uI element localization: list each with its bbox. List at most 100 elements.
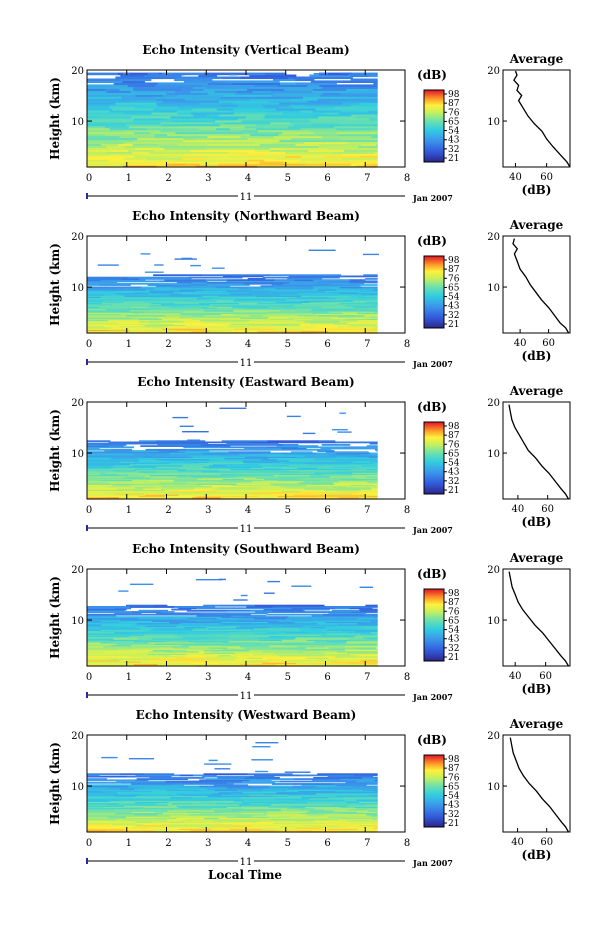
heatmap-cell xyxy=(164,650,200,653)
heatmap-cell xyxy=(151,821,170,823)
heatmap-cell xyxy=(250,490,283,493)
heatmap-cell xyxy=(288,491,340,494)
heatmap-cell xyxy=(248,297,289,300)
heatmap-cell xyxy=(200,812,242,815)
heatmap-cell xyxy=(184,153,235,156)
heatmap-cell xyxy=(87,279,102,281)
colorbar-segment xyxy=(424,472,444,475)
heatmap-cell xyxy=(191,318,221,321)
heatmap-cell xyxy=(173,606,216,608)
heatmap-cell xyxy=(192,96,221,99)
heatmap-cell xyxy=(309,129,363,133)
colorbar-segment xyxy=(424,130,444,133)
heatmap-cell xyxy=(304,660,332,663)
heatmap-cell xyxy=(138,313,181,316)
heatmap-streak xyxy=(302,432,316,435)
heatmap-streak xyxy=(118,590,129,592)
heatmap-cell xyxy=(183,137,198,141)
colorbar-segment xyxy=(424,270,444,273)
heatmap-cell xyxy=(228,618,261,621)
heatmap-cell xyxy=(268,448,318,451)
heatmap-cell xyxy=(329,100,373,103)
heatmap-cell xyxy=(169,799,201,801)
heatmap-cell xyxy=(213,137,228,141)
heatmap-cell xyxy=(324,808,349,811)
heatmap-cell xyxy=(219,276,243,279)
heatmap-cell xyxy=(134,468,187,471)
heatmap-cell xyxy=(328,296,359,299)
heatmap-cell xyxy=(292,818,340,821)
heatmap-cell xyxy=(124,111,152,115)
heatmap-cell xyxy=(283,462,303,465)
heatmap-cell xyxy=(253,627,298,630)
heatmap-cell xyxy=(341,630,357,633)
heatmap-cell xyxy=(87,640,115,643)
heatmap-cell xyxy=(227,781,276,784)
heatmap-cell xyxy=(226,609,251,612)
heatmap-cell xyxy=(182,636,209,639)
heatmap-cell xyxy=(231,634,253,636)
heatmap-cell xyxy=(87,451,105,454)
heatmap-cell xyxy=(256,96,304,99)
heatmap-cell xyxy=(300,127,337,131)
heatmap-cell xyxy=(376,450,378,452)
heatmap-cell xyxy=(300,802,317,805)
heatmap-cell xyxy=(109,611,133,613)
heatmap-cell xyxy=(323,464,363,467)
heatmap-cell xyxy=(243,646,273,649)
colorbar-tick-label: 21 xyxy=(448,320,459,330)
heatmap-cell xyxy=(241,607,280,610)
heatmap-cell xyxy=(136,645,172,648)
heatmap-cell xyxy=(113,82,158,85)
heatmap-cell xyxy=(150,477,203,479)
heatmap-cell xyxy=(106,662,140,665)
heatmap-cell xyxy=(369,794,378,796)
colorbar-segment xyxy=(424,819,444,822)
heatmap-streak xyxy=(340,72,352,74)
heatmap-cell xyxy=(185,655,207,658)
colorbar-segment xyxy=(424,783,444,786)
heatmap-cell xyxy=(320,479,367,482)
heatmap-cell xyxy=(373,311,378,313)
heatmap-cell xyxy=(168,306,209,308)
heatmap-cell xyxy=(370,631,378,634)
heatmap-cell xyxy=(87,789,140,791)
average-x-label: (dB) xyxy=(522,682,552,696)
heatmap-cell xyxy=(87,806,105,809)
heatmap-cell xyxy=(227,635,270,638)
heatmap-cell xyxy=(272,285,314,288)
heatmap-cell xyxy=(209,464,228,467)
heatmap-cell xyxy=(87,616,130,619)
heatmap-cell xyxy=(359,801,378,804)
heatmap-cell xyxy=(147,479,175,482)
heatmap-cell xyxy=(366,318,378,321)
heatmap-cell xyxy=(191,326,212,329)
colorbar-segment xyxy=(424,797,444,800)
heatmap-cell xyxy=(350,78,378,82)
heatmap-cell xyxy=(331,457,378,460)
heatmap-cell xyxy=(220,622,252,625)
heatmap-cell xyxy=(289,104,306,107)
heatmap-cell xyxy=(364,329,378,332)
heatmap-streak xyxy=(195,579,223,581)
heatmap-cell xyxy=(274,279,296,281)
heatmap-cell xyxy=(87,805,125,807)
y-tick-label: 20 xyxy=(71,565,84,576)
heatmap-cell xyxy=(127,803,168,806)
heatmap-cell xyxy=(297,467,318,469)
heatmap-cell xyxy=(294,322,310,324)
heatmap-cell xyxy=(317,450,335,452)
heatmap-cell xyxy=(87,106,110,109)
heatmap-cell xyxy=(244,486,263,489)
heatmap-cell xyxy=(112,108,155,111)
heatmap-cells xyxy=(87,72,378,168)
colorbar-segment xyxy=(424,278,444,281)
heatmap-cell xyxy=(87,475,127,478)
heatmap-cell xyxy=(191,790,232,793)
heatmap-cell xyxy=(361,773,378,776)
heatmap-cell xyxy=(262,788,289,790)
colorbar-segment xyxy=(424,813,444,816)
heatmap-cell xyxy=(87,98,119,101)
heatmap-cell xyxy=(138,495,166,498)
heatmap-cell xyxy=(87,644,112,647)
